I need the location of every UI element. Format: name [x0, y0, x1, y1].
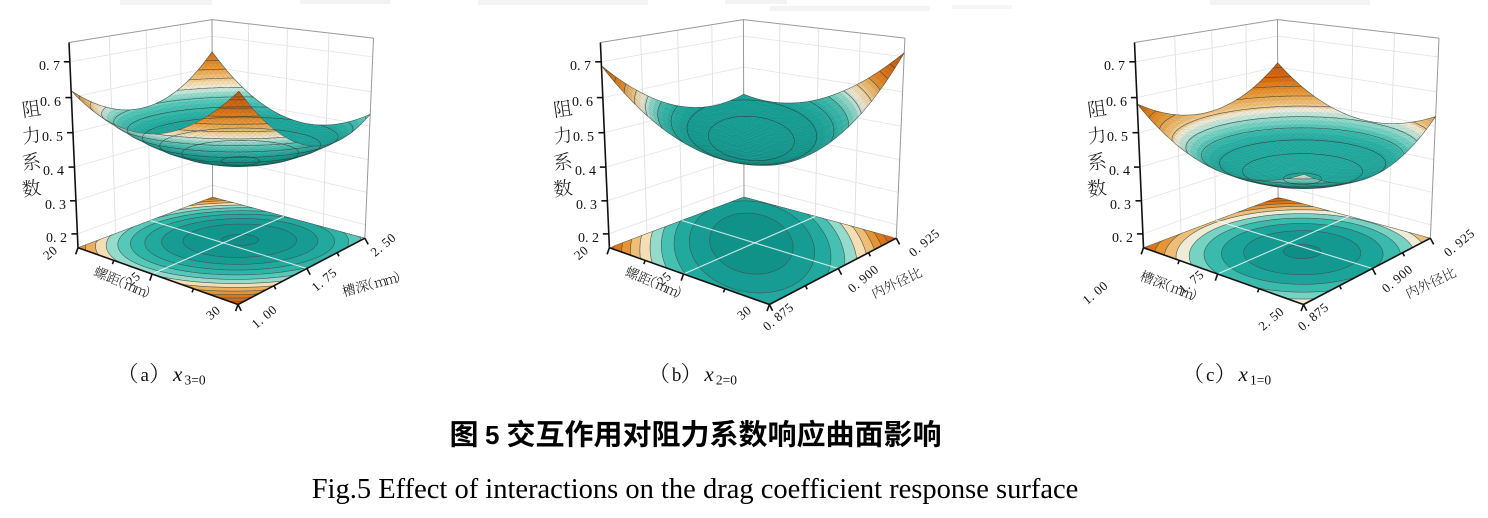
svg-text:0. 2: 0. 2 [46, 231, 67, 246]
svg-text:3=0: 3=0 [185, 373, 206, 388]
svg-text:0. 4: 0. 4 [43, 164, 64, 179]
svg-text:0. 4: 0. 4 [1109, 164, 1130, 179]
svg-text:0. 5: 0. 5 [42, 130, 63, 145]
svg-text:Fig.5 Effect of interactions o: Fig.5 Effect of interactions on the drag… [312, 474, 1079, 505]
svg-text:x: x [172, 362, 183, 386]
svg-text:0. 6: 0. 6 [1106, 95, 1127, 110]
svg-text:x: x [1238, 362, 1249, 386]
svg-text:0. 2: 0. 2 [578, 231, 599, 246]
svg-text:0. 5: 0. 5 [573, 130, 594, 145]
svg-text:b: b [672, 365, 682, 386]
svg-text:0. 6: 0. 6 [572, 95, 593, 110]
svg-text:0. 5: 0. 5 [1107, 130, 1128, 145]
svg-text:0. 7: 0. 7 [39, 59, 60, 74]
svg-text:c: c [1206, 365, 1214, 386]
svg-text:0. 4: 0. 4 [575, 164, 596, 179]
svg-text:0. 7: 0. 7 [570, 59, 591, 74]
svg-text:x: x [703, 362, 714, 386]
svg-text:2=0: 2=0 [716, 373, 737, 388]
svg-text:0. 6: 0. 6 [40, 95, 61, 110]
svg-text:0. 3: 0. 3 [1110, 198, 1131, 213]
svg-text:a: a [141, 365, 150, 386]
svg-text:0. 7: 0. 7 [1104, 59, 1125, 74]
svg-text:5: 5 [485, 420, 499, 450]
svg-text:0. 2: 0. 2 [1112, 231, 1133, 246]
svg-text:0. 3: 0. 3 [45, 198, 66, 213]
svg-text:0. 3: 0. 3 [576, 198, 597, 213]
svg-text:1=0: 1=0 [1250, 373, 1271, 388]
